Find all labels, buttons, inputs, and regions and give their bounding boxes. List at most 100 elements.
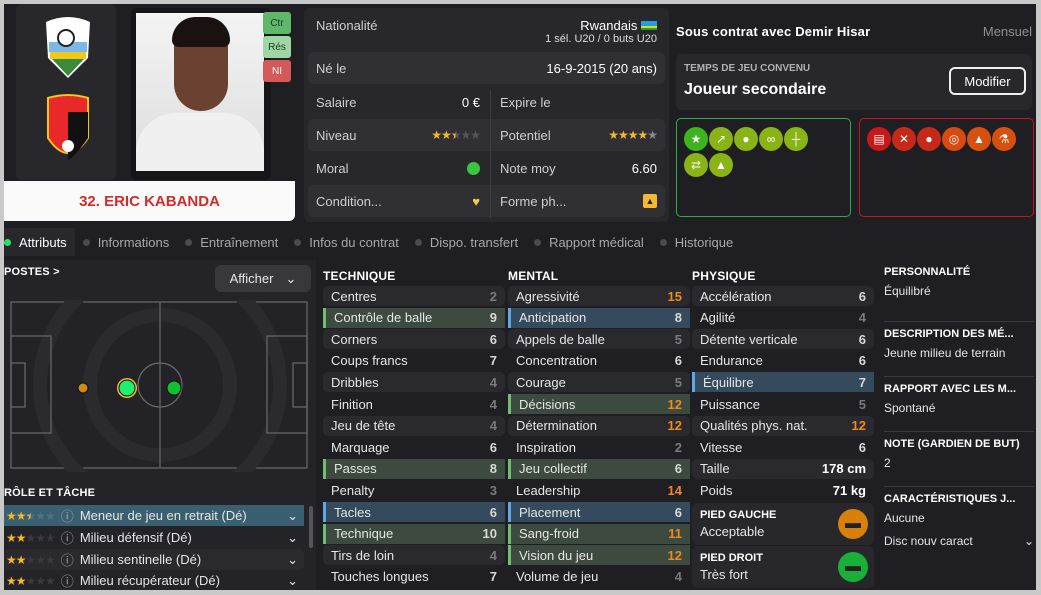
attribute-row[interactable]: Inspiration 2 (508, 437, 690, 457)
attribute-row[interactable]: Technique 10 (323, 523, 505, 544)
role-row[interactable]: ★★★★★ ⓘ Milieu sentinelle (Dé) ⌄ (4, 549, 304, 570)
potential-label: Potentiel (500, 127, 551, 143)
salary-value: 0 € (461, 94, 480, 110)
level-label: Niveau (316, 127, 357, 143)
star-icon[interactable]: ★ (684, 127, 708, 151)
attribute-name: Coups francs (331, 353, 408, 369)
attribute-row[interactable]: Courage 5 (508, 372, 690, 393)
tab-historique[interactable]: Historique (652, 228, 742, 256)
role-row[interactable]: ★★★★★ ⓘ Meneur de jeu en retrait (Dé) ⌄ (4, 505, 304, 526)
attribute-name: Inspiration (516, 439, 576, 455)
broken-bone-icon[interactable]: ✕ (892, 127, 916, 151)
chevron-down-icon: ⌄ (287, 551, 298, 567)
attribute-row[interactable]: Appels de balle 5 (508, 329, 690, 350)
player-name: 32. ERIC KABANDA (4, 181, 295, 221)
attribute-name: Endurance (700, 353, 763, 369)
role-row[interactable]: ★★★★★ ⓘ Milieu défensif (Dé) ⌄ (6, 529, 298, 547)
attribute-row[interactable]: Marquage 6 (323, 437, 505, 457)
attribute-row[interactable]: Coups francs 7 (323, 351, 505, 371)
attribute-row[interactable]: Jeu de tête 4 (323, 415, 505, 436)
attribute-value: 7 (489, 569, 497, 585)
attribute-row[interactable]: Centres 2 (323, 286, 505, 306)
attribute-row[interactable]: Qualités phys. nat. 12 (692, 415, 874, 436)
positions-link[interactable]: POSTES > (4, 266, 60, 278)
discover-traits-dropdown[interactable]: Disc nouv caract ⌄ (884, 534, 1034, 548)
cone-smile-icon[interactable]: ▲ (709, 153, 733, 177)
attribute-row[interactable]: Équilibre 7 (692, 372, 874, 393)
attribute-row[interactable]: Puissance 5 (692, 394, 874, 414)
arrows-icon[interactable]: ⇄ (684, 153, 708, 177)
attribute-row[interactable]: Agressivité 15 (508, 286, 690, 306)
attribute-value: 7 (858, 374, 866, 390)
attribute-row[interactable]: Vitesse 6 (692, 437, 874, 457)
tab-infos-contrat[interactable]: Infos du contrat (286, 228, 407, 256)
international-caps: 1 sél. U20 / 0 buts U20 (545, 33, 657, 45)
roles-scrollbar[interactable] (309, 506, 313, 548)
chevron-down-icon: ⌄ (287, 572, 298, 588)
attribute-value: 5 (674, 331, 682, 347)
tab-dispo-transfert[interactable]: Dispo. transfert (407, 228, 526, 256)
physique-title: PHYSIQUE (692, 269, 756, 283)
personality-panel: PERSONNALITÉ Équilibré DESCRIPTION DES MÉ… (884, 266, 1034, 548)
badge-ni[interactable]: NI (263, 60, 291, 82)
head-icon[interactable]: ● (734, 127, 758, 151)
nationality-value: Rwandais (580, 18, 638, 33)
chain-icon[interactable]: ∞ (759, 127, 783, 151)
attribute-row[interactable]: Accélération 6 (692, 286, 874, 306)
badge-ctr[interactable]: Ctr (263, 12, 291, 34)
attribute-row[interactable]: Jeu collectif 6 (508, 458, 690, 479)
attribute-value: 6 (674, 461, 682, 477)
attribute-value: 6 (489, 504, 497, 520)
show-dropdown[interactable]: Afficher ⌄ (215, 265, 311, 292)
tab-rapport-medical[interactable]: Rapport médical (526, 228, 652, 256)
attribute-row[interactable]: Leadership 14 (508, 480, 690, 500)
attribute-row[interactable]: Finition 4 (323, 394, 505, 414)
attribute-row[interactable]: Contrôle de balle 9 (323, 307, 505, 328)
attribute-row[interactable]: Poids 71 kg (692, 480, 874, 500)
nationality-label: Nationalité (316, 18, 378, 33)
attribute-row[interactable]: Sang-froid 11 (508, 523, 690, 544)
injury-icon[interactable]: ● (917, 127, 941, 151)
signpost-icon[interactable]: ┼ (784, 127, 808, 151)
cone-icon[interactable]: ▲ (967, 127, 991, 151)
attribute-name: Détente verticale (700, 331, 798, 347)
tab-informations[interactable]: Informations (75, 228, 178, 256)
modify-button[interactable]: Modifier (949, 67, 1026, 95)
attribute-value: 4 (489, 396, 497, 412)
right-foot-box: PIED DROIT Très fort ▬ (692, 546, 874, 588)
target-icon[interactable]: ◎ (942, 127, 966, 151)
attribute-row[interactable]: Dribbles 4 (323, 372, 505, 393)
chevron-down-icon: ⌄ (1023, 534, 1034, 548)
attribute-row[interactable]: Détente verticale 6 (692, 329, 874, 350)
technique-title: TECHNIQUE (323, 269, 396, 283)
attribute-value: 3 (489, 482, 497, 498)
attribute-row[interactable]: Concentration 6 (508, 351, 690, 371)
attribute-name: Contrôle de balle (334, 310, 433, 326)
role-row[interactable]: ★★★★★ ⓘ Milieu récupérateur (Dé) ⌄ (6, 572, 298, 590)
trend-up-icon[interactable]: ↗ (709, 127, 733, 151)
attribute-row[interactable]: Taille 178 cm (692, 458, 874, 479)
attribute-row[interactable]: Vision du jeu 12 (508, 545, 690, 566)
attribute-row[interactable]: Penalty 3 (323, 480, 505, 500)
flask-icon[interactable]: ⚗ (992, 127, 1016, 151)
tab-attributs[interactable]: Attributs (4, 228, 75, 256)
attribute-row[interactable]: Placement 6 (508, 502, 690, 522)
attribute-value: 12 (667, 396, 682, 412)
attribute-row[interactable]: Corners 6 (323, 329, 505, 350)
attribute-value: 178 cm (821, 461, 866, 477)
attribute-row[interactable]: Anticipation 8 (508, 307, 690, 328)
attribute-row[interactable]: Passes 8 (323, 458, 505, 479)
attribute-row[interactable]: Agilité 4 (692, 308, 874, 328)
attribute-row[interactable]: Tacles 6 (323, 502, 505, 522)
attribute-row[interactable]: Volume de jeu 4 (508, 567, 690, 587)
badge-res[interactable]: Rés (263, 36, 291, 58)
attribute-row[interactable]: Touches longues 7 (323, 567, 505, 587)
report-icon[interactable]: ▤ (867, 127, 891, 151)
attribute-row[interactable]: Détermination 12 (508, 415, 690, 436)
attribute-value: 4 (489, 418, 497, 434)
tab-entrainement[interactable]: Entraînement (177, 228, 286, 256)
attribute-row[interactable]: Tirs de loin 4 (323, 545, 505, 566)
attribute-row[interactable]: Décisions 12 (508, 394, 690, 414)
attribute-row[interactable]: Endurance 6 (692, 351, 874, 371)
attribute-name: Puissance (700, 396, 760, 412)
